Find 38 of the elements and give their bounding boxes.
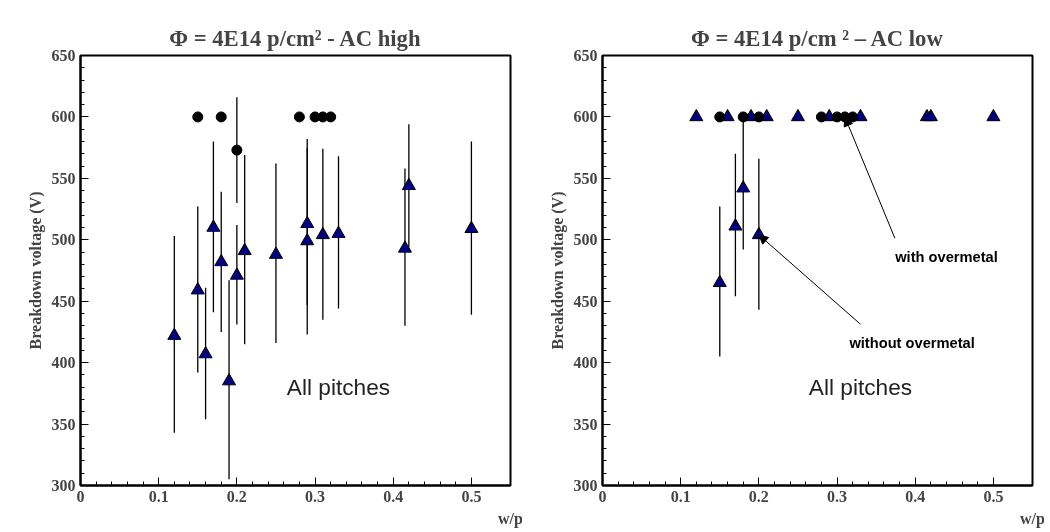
y-tick-label: 600 [573,108,598,126]
x-tick-label: 0.4 [905,487,926,505]
annotation: All pitches [286,373,391,400]
x-tick-label: 0 [598,487,607,505]
y-tick-label: 550 [573,169,598,187]
x-tick-label: 0.3 [827,487,848,505]
y-tick-label: 500 [573,231,598,249]
y-tick-label: 650 [573,47,598,64]
y-tick-label: 500 [51,231,76,249]
x-axis-title: w/p [498,509,524,528]
y-tick-label: 650 [51,47,76,64]
y-tick-label: 400 [51,354,76,372]
x-tick-label: 0.2 [226,487,247,505]
y-axis-title: Breakdown voltage (V) [548,191,567,350]
annotation: with overmetal [894,249,998,265]
x-tick-label: 0.1 [148,487,169,505]
y-tick-label: 300 [51,477,76,494]
x-tick-label: 0.2 [748,487,769,505]
annotation: All pitches [808,373,913,400]
y-tick-label: 450 [51,292,76,310]
x-tick-label: 0.4 [383,487,404,505]
y-tick-label: 450 [573,292,598,310]
x-tick-label: 0.5 [983,487,1004,505]
y-tick-label: 550 [51,169,76,187]
annotation: without overmetal [848,335,975,351]
y-tick-label: 400 [573,354,598,372]
x-tick-label: 0 [76,487,85,505]
y-axis-title: Breakdown voltage (V) [26,191,45,350]
y-tick-label: 600 [51,108,76,126]
x-tick-label: 0.5 [461,487,482,505]
x-tick-label: 0.1 [670,487,691,505]
x-tick-label: 0.3 [305,487,326,505]
y-tick-label: 350 [51,415,76,433]
chart-title: Φ = 4E14 p/cm ² – AC low [690,25,944,51]
x-axis-title: w/p [1020,509,1046,528]
chart-title: Φ = 4E14 p/cm² - AC high [169,25,421,51]
y-tick-label: 350 [573,415,598,433]
y-tick-label: 300 [573,477,598,494]
